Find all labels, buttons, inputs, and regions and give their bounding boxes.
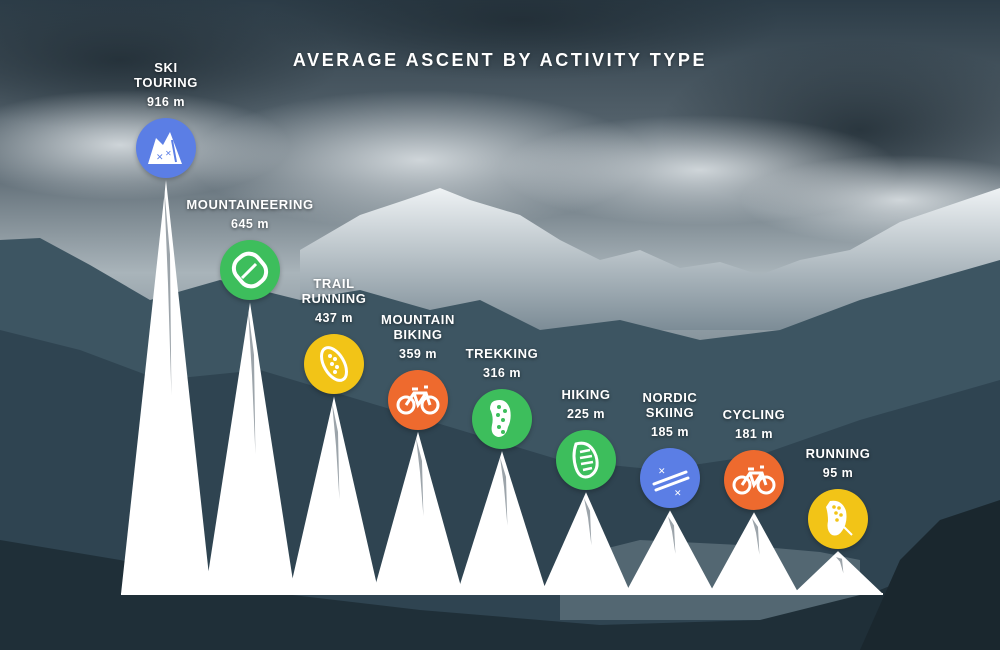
activity-name: SKI TOURING (134, 60, 198, 90)
activity-badge (304, 334, 364, 395)
peak-bar (121, 180, 211, 594)
peak-bar (457, 451, 547, 594)
peak-bar (541, 492, 631, 594)
peak-bar (625, 510, 715, 594)
ski-touring-icon: ✕ ✕ (148, 132, 182, 164)
peak-bar (373, 431, 463, 594)
activity-label: MOUNTAIN BIKING 359 m (353, 312, 483, 362)
peak-shading (164, 186, 172, 396)
activity-label: MOUNTAINEERING 645 m (185, 197, 315, 232)
ascent-value: 916 m (147, 95, 185, 109)
peak-bar (709, 512, 799, 594)
activity-name: CYCLING (722, 407, 786, 423)
peak-shading (416, 437, 424, 517)
svg-text:✕: ✕ (658, 466, 666, 476)
activity-badge: ✕ ✕ (136, 118, 196, 178)
bike-icon (732, 465, 776, 495)
activity-badge (388, 369, 448, 430)
peak-shading (332, 402, 340, 500)
ascent-value: 181 m (735, 427, 773, 442)
activity-name: TREKKING (465, 346, 539, 362)
activity-label: CYCLING 181 m (689, 407, 819, 442)
chart-title: AVERAGE ASCENT BY ACTIVITY TYPE (292, 50, 708, 70)
activity-name: HIKING (561, 387, 611, 403)
ascent-value: 185 m (651, 425, 689, 440)
ascent-value: 437 m (315, 311, 353, 326)
boot-sole-icon (490, 400, 511, 438)
carabiner-icon (231, 252, 269, 289)
svg-text:✕: ✕ (156, 152, 164, 162)
running-shoe-icon (826, 500, 853, 536)
ascent-value: 95 m (822, 466, 854, 481)
activity-label: NORDIC SKIING 185 m (605, 390, 735, 440)
activity-badge (808, 489, 868, 550)
activity-name: MOUNTAIN BIKING (381, 311, 455, 342)
peak-shading (248, 308, 256, 455)
peak-bar (205, 302, 295, 594)
hiking-sole-icon (572, 442, 599, 479)
activity-badge: ✕ ✕ (640, 448, 700, 509)
activity-label: SKI TOURING 916 m (101, 60, 231, 110)
activity-badge (220, 240, 280, 301)
activity-name: RUNNING (805, 446, 871, 462)
peak-shading (668, 516, 676, 554)
trail-shoe-icon (320, 346, 348, 383)
peak-bar (289, 396, 379, 594)
activity-name: MOUNTAINEERING (186, 197, 314, 213)
activity-badge (472, 389, 532, 450)
ascent-value: 225 m (567, 407, 605, 422)
ascent-value: 645 m (231, 217, 269, 232)
activity-label: TRAIL RUNNING 437 m (269, 276, 399, 326)
peak-shading (500, 457, 508, 526)
activity-badge (724, 450, 784, 511)
nordic-skis-icon: ✕✕ (652, 466, 690, 498)
ascent-value: 316 m (483, 366, 521, 381)
activity-badge (556, 430, 616, 491)
peak-shading (584, 498, 592, 546)
peak-shading (752, 518, 760, 555)
svg-text:✕: ✕ (165, 149, 172, 158)
activity-name: NORDIC SKIING (642, 390, 698, 421)
baseline (121, 593, 883, 595)
activity-name: TRAIL RUNNING (301, 276, 367, 307)
activity-label: RUNNING 95 m (773, 446, 903, 481)
ascent-value: 359 m (399, 346, 437, 361)
svg-text:✕: ✕ (674, 488, 682, 498)
peak-bar (793, 551, 883, 594)
activity-label: HIKING 225 m (521, 387, 651, 422)
bike-icon (396, 385, 440, 415)
peak-shading (836, 557, 844, 574)
activity-label: TREKKING 316 m (437, 346, 567, 381)
